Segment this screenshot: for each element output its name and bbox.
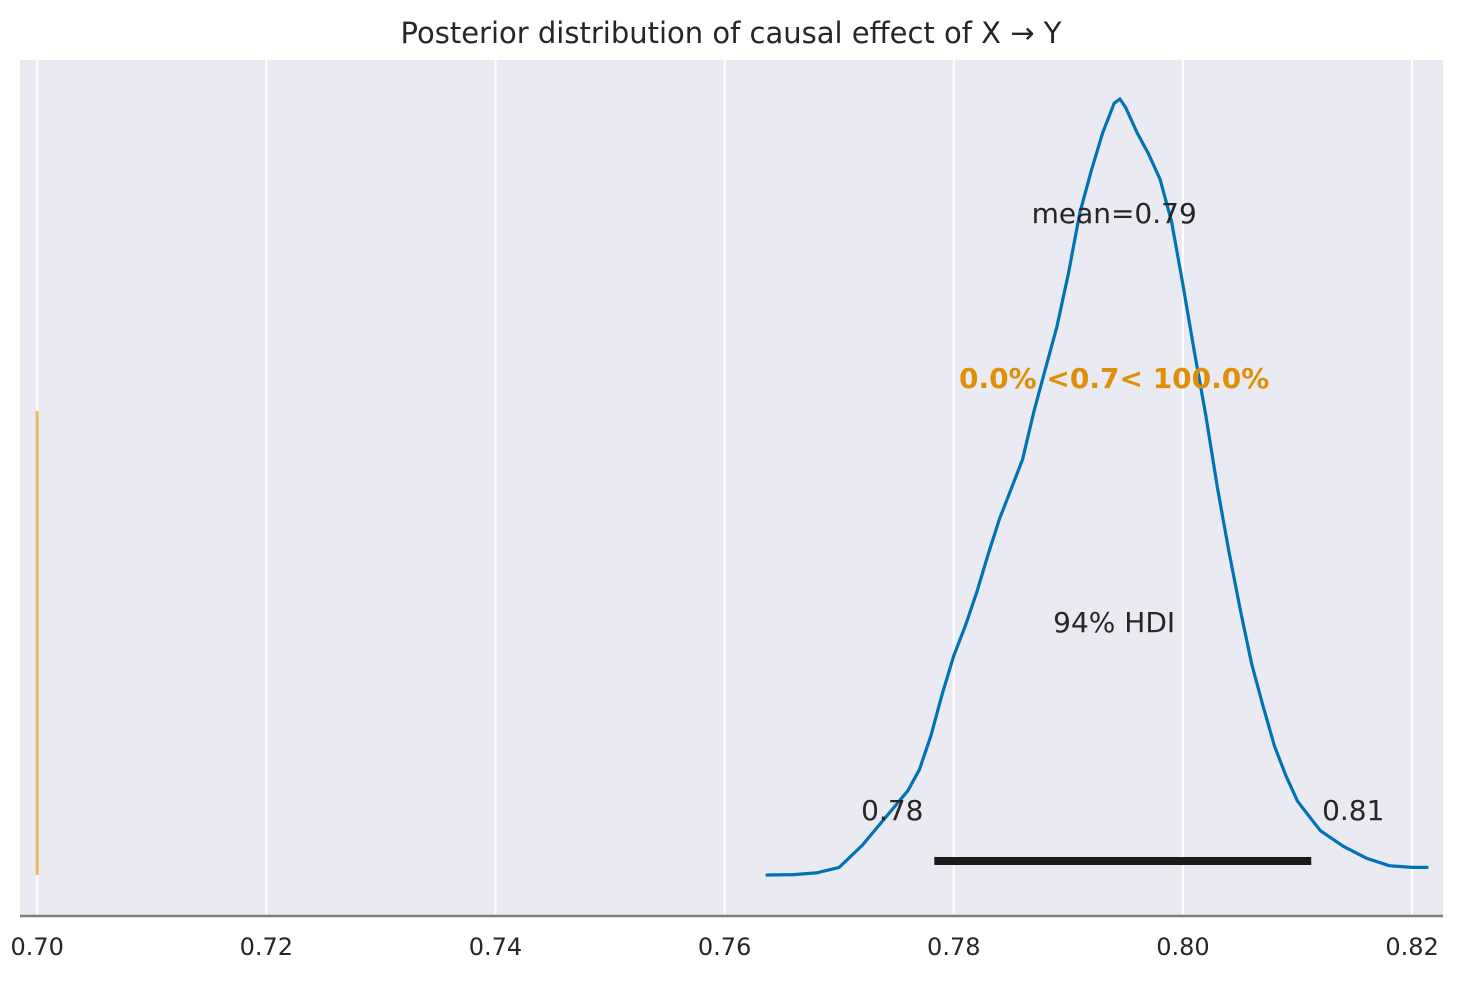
plot-background bbox=[20, 60, 1443, 916]
hdi-low-label: 0.78 bbox=[861, 794, 923, 827]
hdi-annotation: 94% HDI bbox=[1053, 606, 1175, 639]
x-gridlines bbox=[36, 60, 1414, 916]
x-tick-label-0: 0.70 bbox=[10, 933, 63, 961]
x-tick-label-2: 0.74 bbox=[469, 933, 522, 961]
density-group bbox=[765, 97, 1429, 877]
reference-annotation: 0.0% <0.7< 100.0% bbox=[959, 362, 1269, 395]
density-curve bbox=[765, 97, 1429, 877]
x-tick-label-3: 0.76 bbox=[698, 933, 751, 961]
chart-title: Posterior distribution of causal effect … bbox=[401, 16, 1062, 50]
hdi-high-label: 0.81 bbox=[1322, 794, 1384, 827]
x-tick-label-6: 0.82 bbox=[1385, 933, 1438, 961]
mean-annotation: mean=0.79 bbox=[1032, 197, 1197, 230]
x-tick-label-4: 0.78 bbox=[927, 933, 980, 961]
x-tick-label-1: 0.72 bbox=[240, 933, 293, 961]
x-axis-ticks: 0.70 0.72 0.74 0.76 0.78 0.80 0.82 bbox=[10, 933, 1438, 961]
x-tick-label-5: 0.80 bbox=[1156, 933, 1209, 961]
